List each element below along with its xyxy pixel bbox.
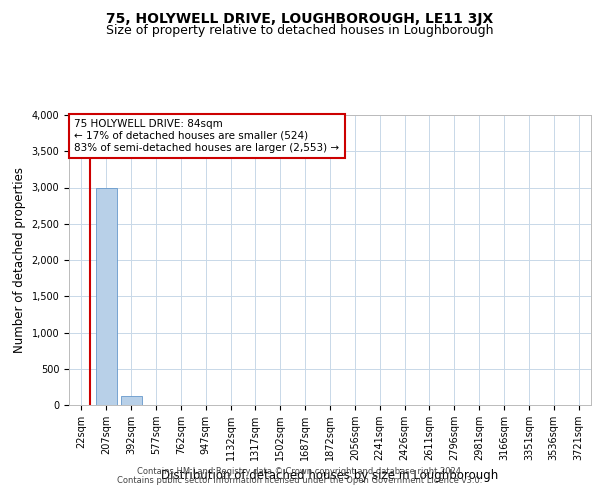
Bar (121, 396, 142, 405)
Text: Size of property relative to detached houses in Loughborough: Size of property relative to detached ho… (106, 24, 494, 37)
Text: 75, HOLYWELL DRIVE, LOUGHBOROUGH, LE11 3JX: 75, HOLYWELL DRIVE, LOUGHBOROUGH, LE11 3… (106, 12, 494, 26)
Y-axis label: Number of detached properties: Number of detached properties (13, 167, 26, 353)
X-axis label: Distribution of detached houses by size in Loughborough: Distribution of detached houses by size … (161, 468, 499, 481)
Text: 75 HOLYWELL DRIVE: 84sqm
← 17% of detached houses are smaller (524)
83% of semi-: 75 HOLYWELL DRIVE: 84sqm ← 17% of detach… (74, 120, 340, 152)
Text: Contains public sector information licensed under the Open Government Licence v3: Contains public sector information licen… (118, 476, 482, 485)
Text: Contains HM Land Registry data © Crown copyright and database right 2024.: Contains HM Land Registry data © Crown c… (137, 467, 463, 476)
Bar (96, 188, 117, 405)
